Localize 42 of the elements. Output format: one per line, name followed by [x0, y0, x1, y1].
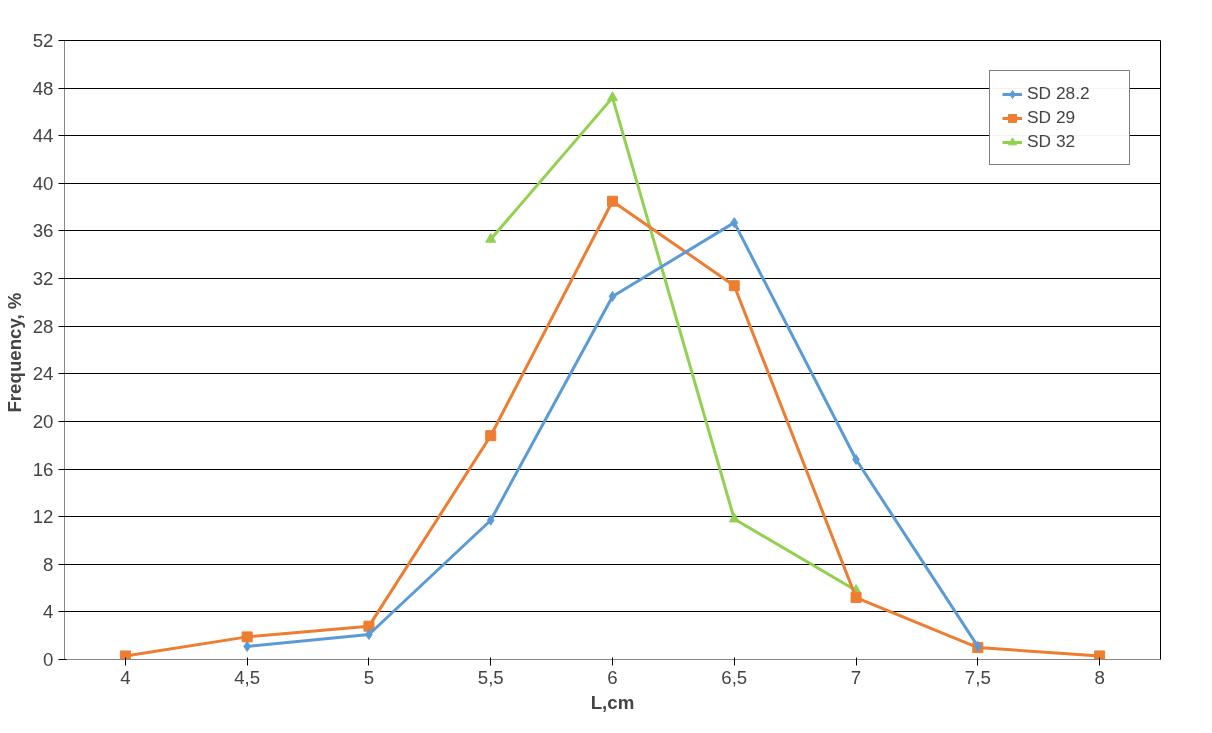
y-tick-label: 40 — [32, 172, 54, 194]
y-tick-label: 24 — [32, 363, 54, 385]
point — [607, 91, 618, 102]
point — [486, 514, 495, 526]
y-tick-label: 0 — [43, 649, 54, 670]
point — [728, 512, 740, 523]
x-tick-label: 5,5 — [477, 666, 504, 688]
point — [728, 280, 740, 292]
x-axis-title: L,cm — [590, 691, 635, 713]
x-tick-label: 4,5 — [234, 666, 261, 688]
legend-label: SD 28.2 — [1027, 83, 1091, 104]
y-tick-label: 28 — [32, 315, 54, 337]
x-tick-label: 8 — [1094, 666, 1105, 688]
y-tick-label: 4 — [43, 601, 54, 623]
x-tick-label: 4 — [120, 666, 131, 688]
point — [119, 650, 131, 660]
y-tick-label: 16 — [32, 458, 54, 480]
legend-label: SD 29 — [1027, 107, 1077, 128]
point — [485, 233, 497, 243]
y-tick-label: 36 — [32, 220, 54, 242]
x-tick-label: 6 — [607, 666, 618, 688]
x-tick-label: 5 — [363, 666, 375, 688]
point — [607, 195, 618, 207]
x-tick-label: 6,5 — [721, 666, 748, 688]
y-tick-label: 20 — [32, 410, 54, 432]
y-tick-label: 44 — [32, 125, 54, 147]
y-tick-label: 12 — [32, 506, 54, 528]
x-tick-label: 7,5 — [964, 666, 991, 688]
legend-label: SD 32 — [1027, 131, 1077, 152]
y-axis-title: Frequency, % — [3, 292, 25, 413]
point — [730, 217, 739, 229]
point — [485, 430, 497, 442]
point — [365, 629, 373, 640]
x-tick-label: 7 — [850, 666, 862, 688]
point — [1094, 650, 1106, 660]
point — [241, 631, 253, 643]
y-tick-label: 8 — [43, 553, 54, 575]
point — [608, 290, 617, 302]
point — [850, 592, 862, 604]
y-tick-label: 52 — [32, 30, 54, 51]
y-tick-label: 32 — [32, 268, 54, 290]
y-tick-label: 48 — [32, 77, 54, 99]
